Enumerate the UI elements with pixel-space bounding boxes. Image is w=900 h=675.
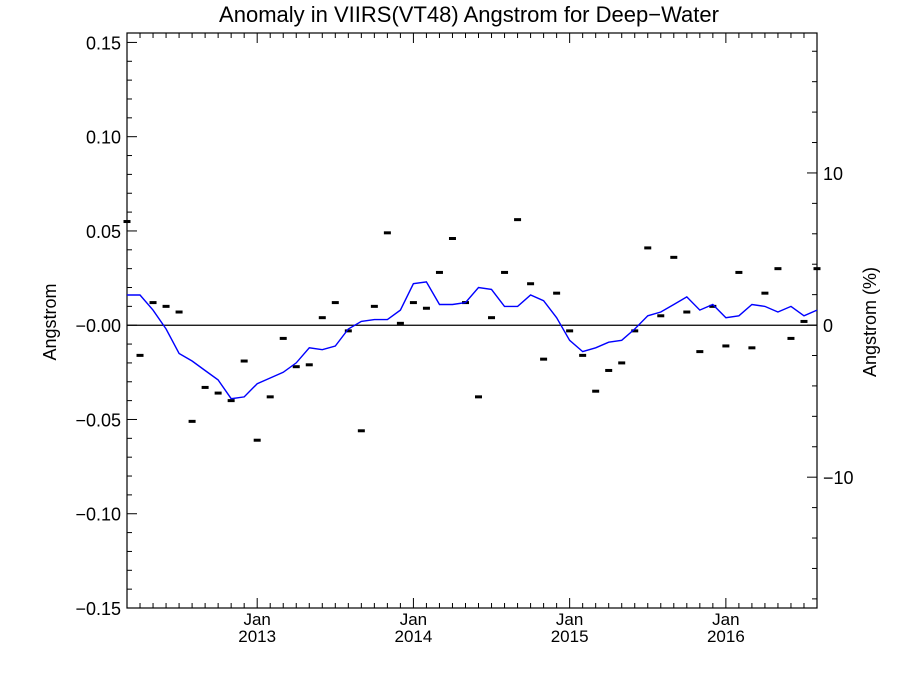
plot-area: −0.15 −0.10 −0.05 −0.00 0.05 0.10 0.15 −10 0 10 Ja…	[75, 32, 854, 646]
y-axis-label-right: Angstrom (%)	[860, 267, 880, 377]
x-tick-label-year: 2013	[238, 627, 276, 646]
x-tick-label-year: 2016	[707, 627, 745, 646]
x-tick-label-month: Jan	[400, 610, 427, 629]
y-tick-label: 0.05	[86, 222, 121, 242]
x-tick-label-year: 2015	[551, 627, 589, 646]
x-tick-label-month: Jan	[243, 610, 270, 629]
y-tick-label: −0.05	[75, 410, 121, 430]
y-tick-label: −0.00	[75, 316, 121, 336]
x-tick-label-month: Jan	[556, 610, 583, 629]
y-right-tick-label: 0	[823, 316, 833, 336]
plot-frame	[126, 32, 818, 609]
series-line	[127, 281, 818, 400]
y-tick-label: −0.15	[75, 599, 121, 619]
y-right-tick-label: −10	[823, 468, 854, 488]
x-tick-label-year: 2014	[395, 627, 433, 646]
y-axis-label: Angstrom	[40, 283, 60, 360]
y-tick-label: −0.10	[75, 505, 121, 525]
x-tick-label-month: Jan	[712, 610, 739, 629]
y-tick-label: 0.10	[86, 128, 121, 148]
y-right-tick-label: 10	[823, 164, 843, 184]
y-tick-label: 0.15	[86, 33, 121, 53]
chart-title: Anomaly in VIIRS(VT48) Angstrom for Deep…	[219, 2, 719, 27]
